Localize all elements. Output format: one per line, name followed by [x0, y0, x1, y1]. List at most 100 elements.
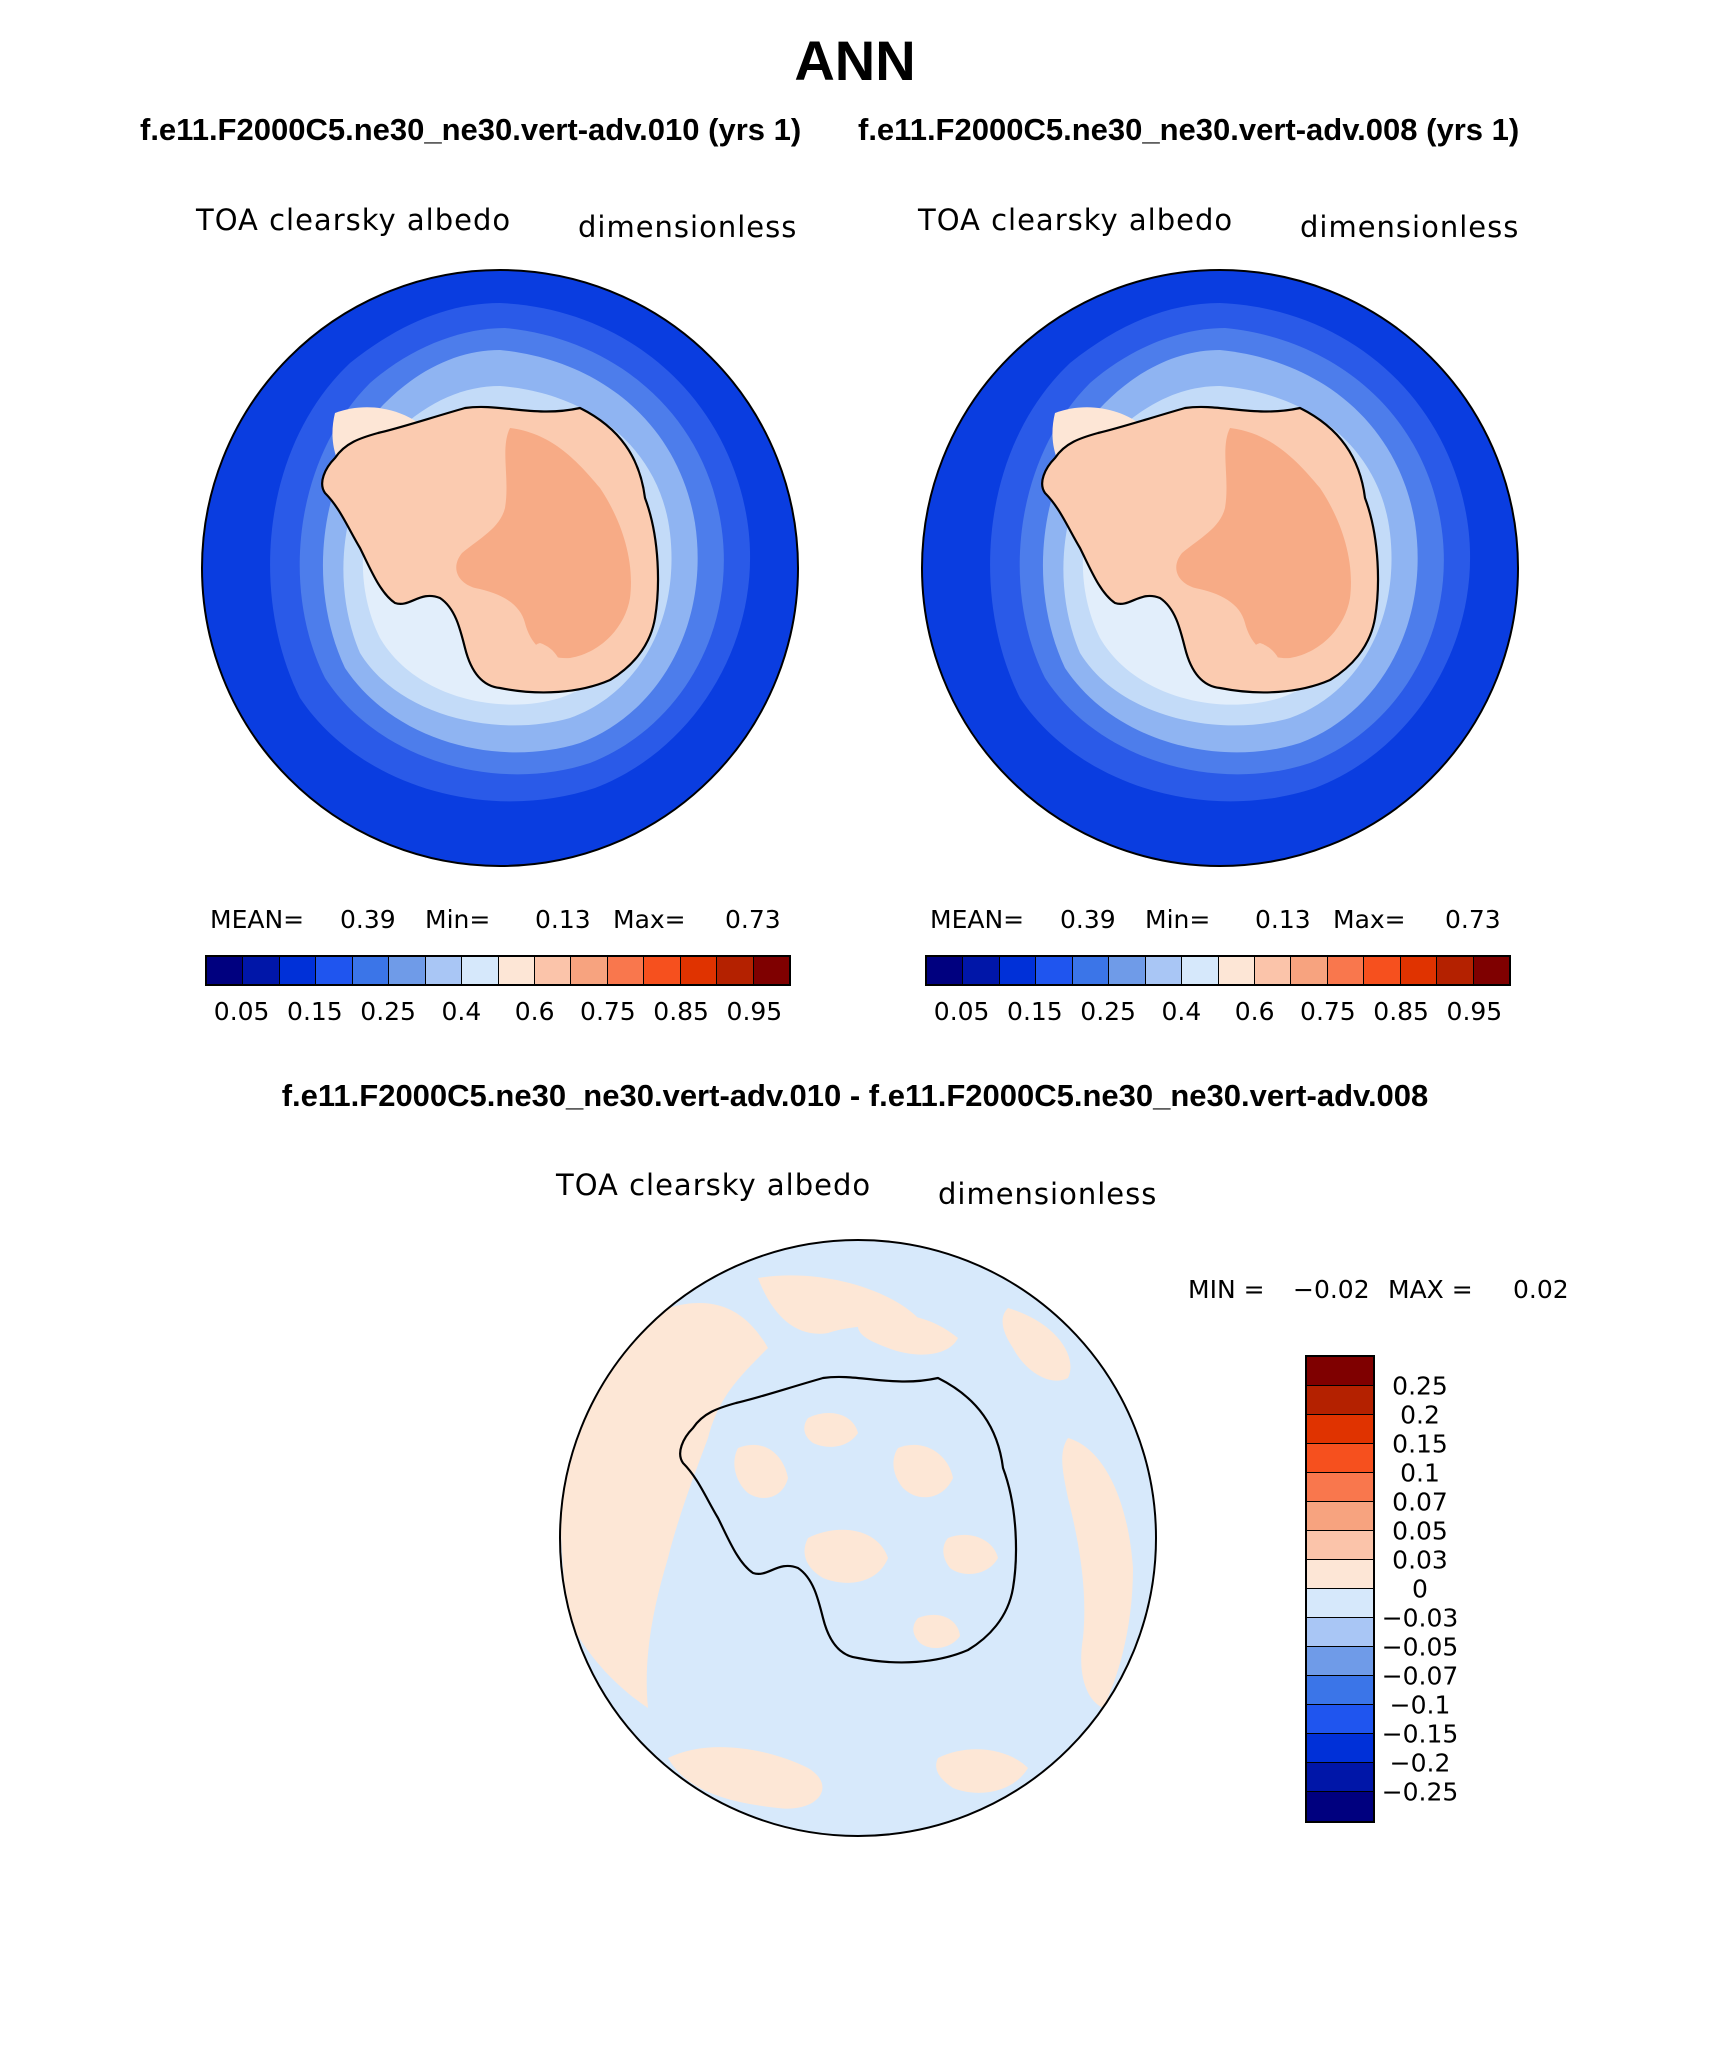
colorbar-box-7	[1307, 1560, 1373, 1589]
colorbar-tick-label: 0.85	[653, 997, 709, 1026]
min-label: Min=	[425, 905, 491, 934]
colorbar-box-4	[1307, 1473, 1373, 1502]
colorbar-box-14	[1437, 957, 1474, 984]
colorbar-box-12	[1364, 957, 1401, 984]
left-polar-map	[201, 269, 799, 867]
colorbar-box-0	[927, 957, 964, 984]
diff-colorbar	[1305, 1355, 1375, 1823]
colorbar-box-9	[1307, 1618, 1373, 1647]
colorbar-box-4	[1072, 957, 1110, 984]
colorbar-tick-label: 0.95	[1446, 997, 1503, 1026]
colorbar-tick-label: 0.15	[287, 997, 343, 1026]
max-label: Max=	[613, 905, 686, 934]
colorbar-tick-label: 0.6	[1234, 997, 1275, 1026]
colorbar-tick-label: −0.1	[1389, 1690, 1451, 1720]
colorbar-tick-label: −0.25	[1381, 1777, 1459, 1807]
left-panel-stats: MEAN= 0.39 Min= 0.13 Max= 0.73	[210, 905, 810, 935]
colorbar-tick-label: 0.05	[1392, 1516, 1448, 1546]
right-polar-map	[921, 269, 1519, 867]
colorbar-box-8	[1218, 957, 1255, 984]
colorbar-box-1	[1307, 1386, 1373, 1415]
colorbar-tick-label: 0.4	[1161, 997, 1202, 1026]
difference-polar-map	[559, 1239, 1157, 1837]
diff-panel-stats: MIN = −0.02 MAX = 0.02	[1188, 1275, 1608, 1305]
main-title: ANN	[794, 29, 916, 92]
subtitle-right-case: f.e11.F2000C5.ne30_ne30.vert-adv.008 (yr…	[858, 112, 1520, 147]
colorbar-tick-label: 0.15	[1392, 1429, 1448, 1459]
colorbar-tick-label: 0.4	[441, 997, 482, 1026]
colorbar-tick-label: 0.75	[580, 997, 636, 1026]
diff-colorbar-ticks: 0.25 0.2 0.15 0.1 0.07 0.05 0.03 0 −0.03 −0.05 −0.…	[1382, 1355, 1459, 1825]
colorbar-box-6	[1145, 957, 1183, 984]
colorbar-box-11	[607, 957, 645, 984]
colorbar-tick-label: 0.1	[1400, 1458, 1440, 1488]
diff-min-value: −0.02	[1293, 1275, 1370, 1304]
colorbar-box-5	[1109, 957, 1146, 984]
max-value: 0.73	[725, 905, 781, 934]
colorbar-tick-label: 0.25	[360, 997, 416, 1026]
colorbar-box-7	[462, 957, 499, 984]
colorbar-tick-label: −0.03	[1381, 1603, 1459, 1633]
colorbar-tick-label: −0.15	[1381, 1719, 1459, 1749]
colorbar-tick-label: −0.2	[1389, 1748, 1451, 1778]
colorbar-box-12	[1307, 1705, 1373, 1734]
colorbar-box-5	[389, 957, 426, 984]
positive-anomaly-patches	[560, 1275, 1133, 1809]
colorbar-tick-label: 0.03	[1392, 1545, 1448, 1575]
colorbar-box-11	[1327, 957, 1365, 984]
east-antarctic-plateau	[1176, 428, 1351, 659]
colorbar-tick-label: 0.25	[1392, 1371, 1448, 1401]
colorbar-box-0	[207, 957, 244, 984]
colorbar-box-13	[1400, 957, 1438, 984]
colorbar-box-9	[534, 957, 572, 984]
colorbar-tick-label: 0.15	[1007, 997, 1063, 1026]
mean-value: 0.39	[1060, 905, 1116, 934]
colorbar-tick-label: −0.05	[1381, 1632, 1459, 1662]
colorbar-box-13	[680, 957, 718, 984]
colorbar-box-2	[279, 957, 317, 984]
colorbar-box-9	[1254, 957, 1292, 984]
colorbar-box-15	[1473, 957, 1509, 984]
right-colorbar	[925, 955, 1511, 986]
min-value: 0.13	[535, 905, 591, 934]
colorbar-box-3	[1036, 957, 1073, 984]
colorbar-tick-label: 0.85	[1373, 997, 1429, 1026]
colorbar-box-7	[1182, 957, 1219, 984]
left-colorbar	[205, 955, 791, 986]
colorbar-tick-label: 0	[1412, 1574, 1428, 1604]
mean-value: 0.39	[340, 905, 396, 934]
subtitle-left-case: f.e11.F2000C5.ne30_ne30.vert-adv.010 (yr…	[140, 112, 802, 147]
colorbar-box-1	[243, 957, 280, 984]
colorbar-box-2	[999, 957, 1037, 984]
left-panel-variable: TOA clearsky albedo	[196, 203, 512, 237]
diff-max-value: 0.02	[1513, 1275, 1569, 1304]
colorbar-tick-label: 0.95	[726, 997, 783, 1026]
colorbar-box-13	[1307, 1734, 1373, 1763]
diff-panel-variable: TOA clearsky albedo	[556, 1168, 872, 1202]
difference-title: f.e11.F2000C5.ne30_ne30.vert-adv.010 - f…	[281, 1078, 1429, 1113]
colorbar-box-15	[1307, 1792, 1373, 1821]
colorbar-box-15	[753, 957, 789, 984]
east-antarctic-plateau	[456, 428, 631, 659]
left-panel-units: dimensionless	[578, 210, 798, 244]
colorbar-tick-label: 0.07	[1392, 1487, 1448, 1517]
right-panel-stats: MEAN= 0.39 Min= 0.13 Max= 0.73	[930, 905, 1530, 935]
colorbar-box-8	[1307, 1589, 1373, 1618]
diff-min-label: MIN =	[1188, 1275, 1265, 1304]
min-label: Min=	[1145, 905, 1211, 934]
colorbar-box-10	[571, 957, 608, 984]
colorbar-box-3	[316, 957, 353, 984]
right-panel-variable: TOA clearsky albedo	[918, 203, 1234, 237]
colorbar-tick-label: 0.05	[213, 997, 270, 1026]
left-colorbar-ticks: 0.05 0.15 0.25 0.4 0.6 0.75 0.85 0.95	[205, 997, 791, 1027]
colorbar-box-5	[1307, 1502, 1373, 1531]
mean-label: MEAN=	[930, 905, 1025, 934]
colorbar-box-14	[717, 957, 754, 984]
colorbar-box-8	[498, 957, 535, 984]
mean-label: MEAN=	[210, 905, 305, 934]
colorbar-box-14	[1307, 1763, 1373, 1792]
colorbar-tick-label: 0.25	[1080, 997, 1136, 1026]
right-panel-units: dimensionless	[1300, 210, 1520, 244]
diff-panel-units: dimensionless	[938, 1177, 1158, 1211]
colorbar-box-1	[963, 957, 1000, 984]
